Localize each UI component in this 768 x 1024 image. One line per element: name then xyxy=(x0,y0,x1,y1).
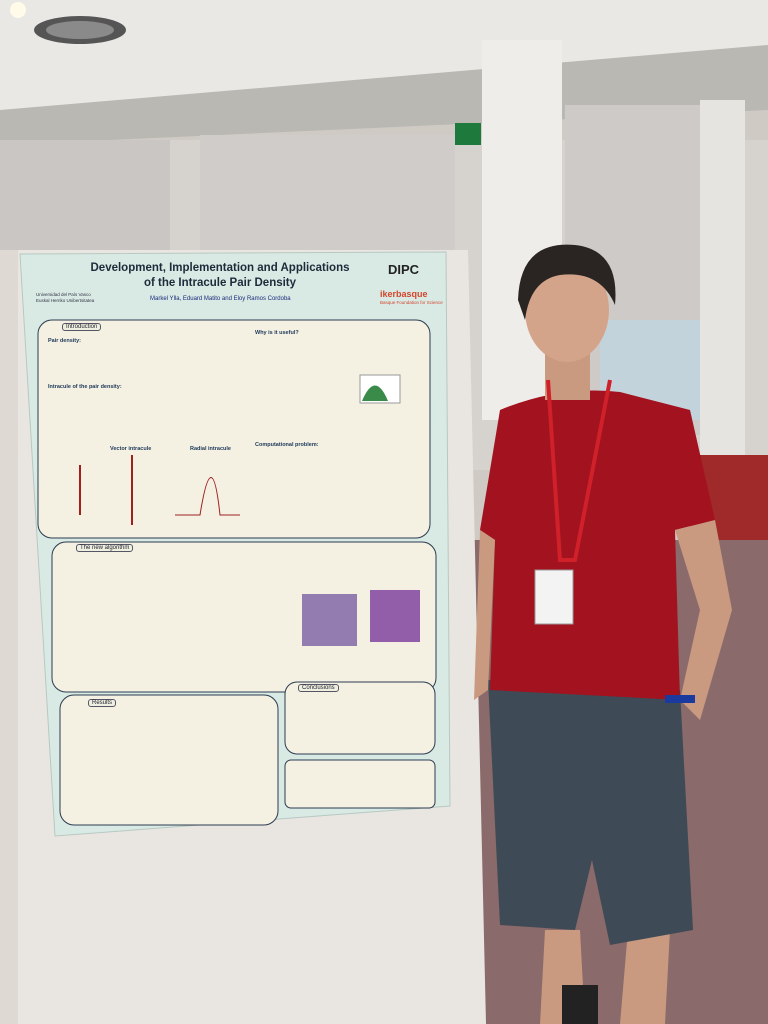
poster-panel-algorithm xyxy=(51,541,437,693)
badge xyxy=(534,569,574,625)
exit-sign xyxy=(455,123,481,145)
logo-tagline: Basque Foundation for Science xyxy=(380,300,443,305)
figure-label: Radial intracule xyxy=(190,446,231,452)
wristband xyxy=(665,695,695,703)
section-header: Results xyxy=(88,699,117,707)
poster-figure-grid xyxy=(370,590,420,642)
figure-label: Vector intracule xyxy=(110,446,152,452)
arm-right xyxy=(675,520,732,720)
section-header: Introduction xyxy=(62,323,102,331)
logo-dipc: DIPC xyxy=(388,262,420,277)
poster-title: of the Intracule Pair Density xyxy=(143,277,297,289)
pillar-right xyxy=(700,100,745,460)
curtain-left xyxy=(0,140,170,255)
poster-figure-star xyxy=(302,594,357,646)
university: Euskal Herriko Unibertsitatea xyxy=(36,298,95,303)
poster-title: Development, Implementation and Applicat… xyxy=(90,262,350,274)
section-label: Why is it useful? xyxy=(255,330,299,336)
poster-figure-radial xyxy=(175,477,240,516)
university: Universidad del País Vasco xyxy=(36,292,91,297)
section-label: Computational problem: xyxy=(255,442,319,448)
section-header: The new algorithm xyxy=(76,544,134,552)
section-header: Conclusions xyxy=(298,684,339,692)
poster-panel-refs xyxy=(284,759,436,809)
section-label: Intracule of the pair density: xyxy=(48,384,122,390)
arm-left xyxy=(474,530,495,700)
poster-panel-results xyxy=(59,694,279,826)
curtain-mid xyxy=(200,135,455,255)
vent-inner xyxy=(46,21,114,39)
poster-panel-conclusions xyxy=(284,681,436,755)
lanyard xyxy=(546,379,612,562)
poster-figure-curve xyxy=(362,385,388,401)
section-label: Pair density: xyxy=(48,338,82,344)
poster-authors: Markel Ylla, Eduard Matito and Eloy Ramo… xyxy=(150,296,291,302)
slatted-ceiling xyxy=(0,45,768,145)
poster-panel-intro xyxy=(37,319,431,539)
face xyxy=(525,258,609,362)
logo-ikerbasque: ikerbasque xyxy=(380,289,428,299)
leg-right xyxy=(620,930,670,1024)
sock xyxy=(562,985,598,1024)
board-edge xyxy=(0,250,18,1024)
ceiling-light xyxy=(10,2,26,18)
shorts xyxy=(488,680,693,945)
hair xyxy=(518,244,616,320)
